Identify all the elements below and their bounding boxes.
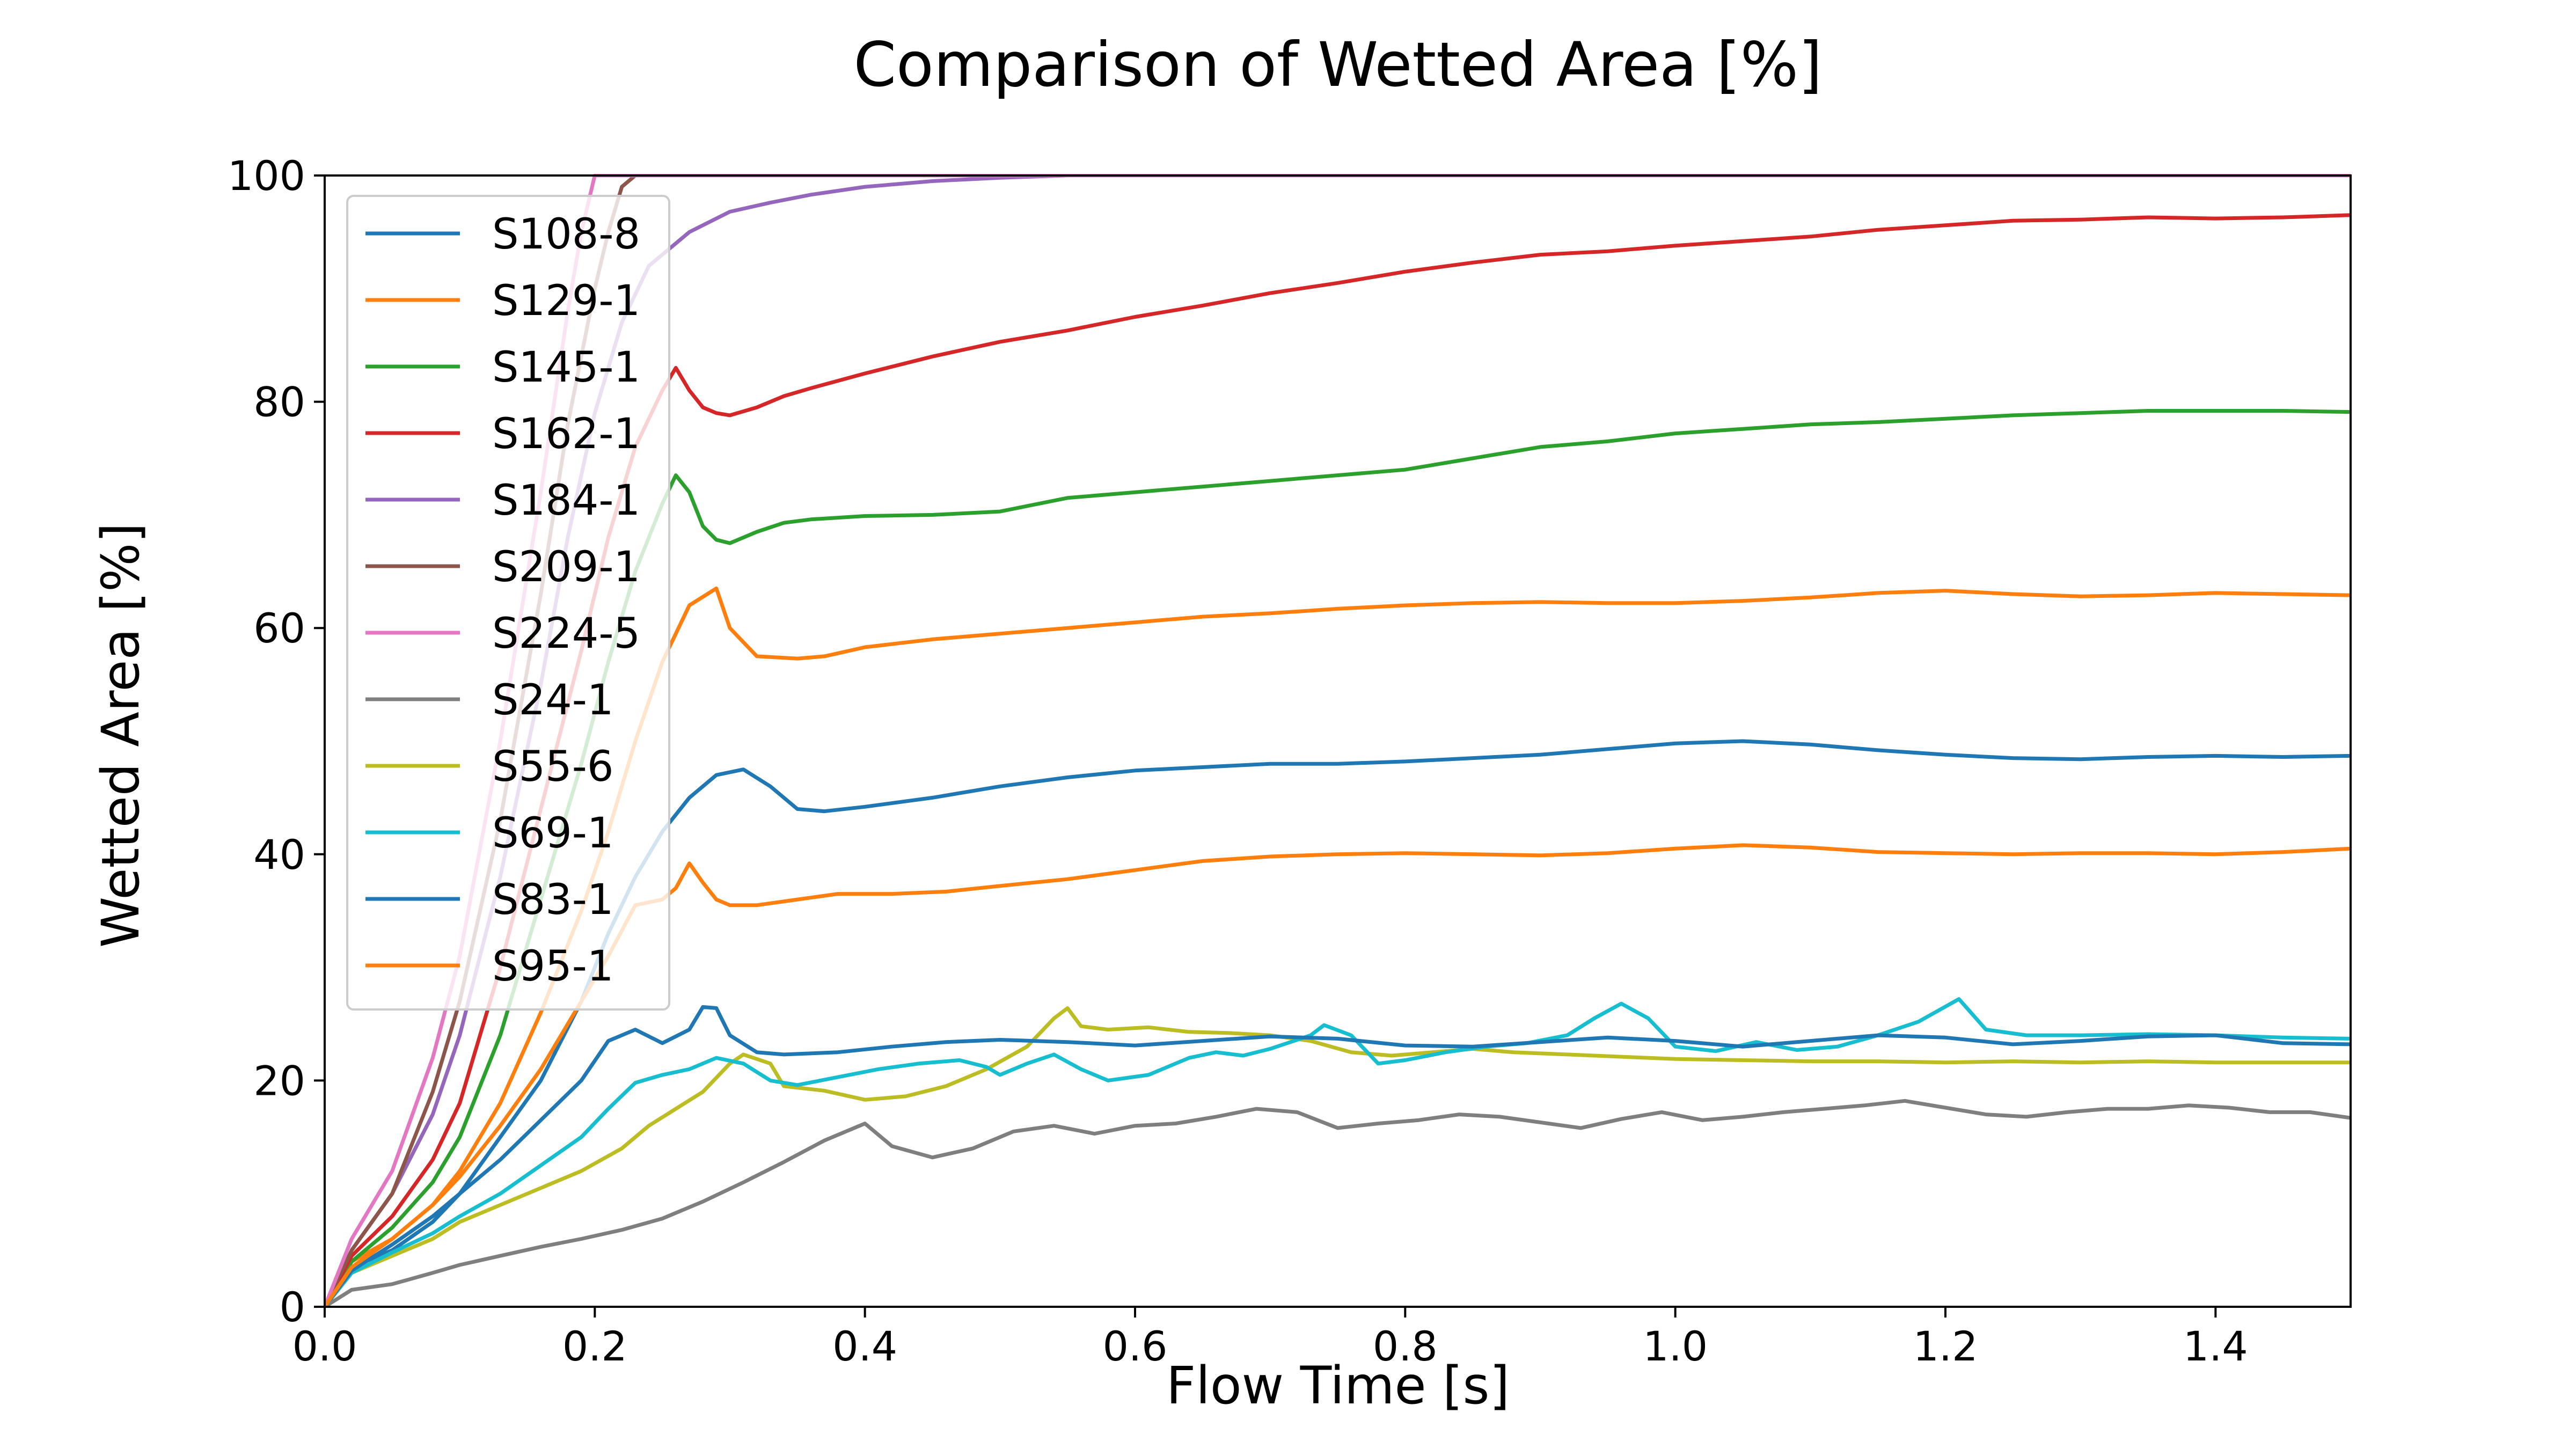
x-tick-label: 0.0 (292, 1322, 357, 1370)
legend-label: S83-1 (492, 876, 614, 924)
y-axis-label: Wetted Area [%] (91, 523, 151, 948)
y-tick-label: 100 (228, 152, 305, 200)
series-line-s108-8 (325, 739, 2351, 1307)
series-line-s24-1 (325, 1099, 2351, 1307)
y-tick-label: 0 (280, 1283, 305, 1331)
y-tick-label: 80 (253, 378, 305, 426)
legend: S108-8 S129-1 S145-1 S162-1 S184-1 S209-1 S224… (346, 195, 670, 1011)
y-tick-label: 20 (253, 1057, 305, 1104)
series-line-s83-1 (325, 1005, 2351, 1307)
x-axis-ticks: 0.0 0.2 0.4 0.6 0.8 1.0 1.2 1.4 (292, 1307, 2248, 1370)
series-line-s95-1 (325, 843, 2351, 1307)
x-axis-label: Flow Time [s] (1166, 1356, 1510, 1416)
y-tick-label: 40 (253, 831, 305, 879)
y-axis-ticks: 0 20 40 60 80 100 (228, 152, 325, 1331)
legend-label: S209-1 (492, 543, 640, 591)
legend-label: S162-1 (492, 410, 640, 458)
legend-label: S224-5 (492, 610, 640, 658)
series-line-s55-6 (325, 1006, 2351, 1307)
legend-label: S69-1 (492, 809, 614, 858)
legend-label: S129-1 (492, 277, 640, 325)
x-tick-label: 0.8 (1373, 1322, 1438, 1370)
legend-frame (346, 195, 670, 1011)
legend-label: S184-1 (492, 477, 640, 525)
x-tick-label: 1.2 (1913, 1322, 1978, 1370)
legend-label: S24-1 (492, 676, 614, 724)
chart-title: Comparison of Wetted Area [%] (853, 29, 1822, 100)
legend-label: S145-1 (492, 343, 640, 392)
series-line-s69-1 (325, 997, 2351, 1307)
legend-label: S95-1 (492, 942, 614, 991)
x-tick-label: 1.0 (1643, 1322, 1708, 1370)
axes-frame (324, 174, 2352, 1308)
x-tick-label: 0.6 (1103, 1322, 1168, 1370)
y-tick-label: 60 (253, 604, 305, 652)
legend-label: S108-8 (492, 210, 640, 259)
x-tick-label: 1.4 (2183, 1322, 2248, 1370)
legend-label: S55-6 (492, 743, 614, 791)
x-tick-label: 0.2 (562, 1322, 627, 1370)
x-tick-label: 0.4 (832, 1322, 897, 1370)
